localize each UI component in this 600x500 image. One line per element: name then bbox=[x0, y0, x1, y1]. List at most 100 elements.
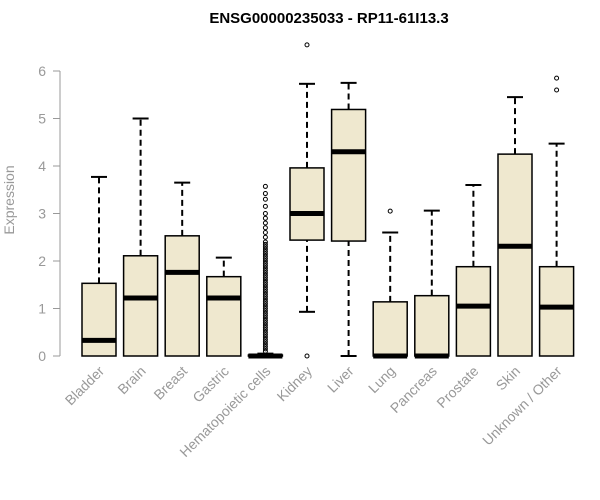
outlier-point bbox=[262, 230, 268, 235]
x-label-brain: Brain bbox=[114, 363, 148, 397]
box-gastric bbox=[206, 256, 242, 357]
outlier-point bbox=[262, 191, 268, 197]
outlier-point bbox=[262, 289, 268, 295]
outlier-point bbox=[262, 308, 268, 314]
y-tick-label-6: 6 bbox=[38, 63, 46, 79]
outlier-point bbox=[262, 320, 268, 326]
box-iqr bbox=[289, 167, 325, 241]
box-iqr bbox=[330, 108, 367, 242]
outlier-point bbox=[262, 253, 268, 259]
outlier-point bbox=[262, 282, 268, 288]
outlier-point bbox=[262, 329, 268, 335]
outlier-point bbox=[262, 303, 268, 309]
box-iqr bbox=[372, 301, 408, 357]
outlier-point bbox=[262, 239, 268, 245]
outlier-point bbox=[262, 334, 268, 340]
outlier-point bbox=[262, 341, 268, 347]
outlier-point bbox=[262, 344, 268, 349]
outlier-point bbox=[262, 348, 268, 354]
box-hematopoietic-cells bbox=[247, 183, 284, 359]
outlier-point bbox=[262, 291, 268, 297]
outlier-point bbox=[262, 265, 268, 271]
outlier-point bbox=[262, 287, 268, 292]
outlier-point bbox=[304, 353, 310, 359]
outlier-point bbox=[262, 263, 268, 269]
y-tick-label-0: 0 bbox=[38, 348, 46, 364]
outlier-point bbox=[262, 294, 268, 300]
outlier-point bbox=[262, 183, 268, 189]
outlier-point bbox=[262, 339, 268, 345]
box-skin bbox=[497, 96, 533, 357]
outlier-point bbox=[262, 249, 268, 254]
outlier-point bbox=[262, 268, 268, 273]
box-prostate bbox=[455, 184, 492, 357]
outlier-point bbox=[262, 246, 268, 252]
outlier-point bbox=[262, 203, 268, 209]
outlier-point bbox=[262, 327, 268, 333]
x-label-breast: Breast bbox=[150, 363, 190, 403]
outlier-point bbox=[262, 251, 268, 257]
box-lung bbox=[372, 208, 408, 359]
x-label-liver: Liver bbox=[324, 363, 357, 396]
y-tick-label-4: 4 bbox=[38, 158, 46, 174]
outlier-point bbox=[262, 325, 268, 330]
outlier-point bbox=[262, 332, 268, 338]
boxes-group bbox=[81, 42, 575, 359]
box-iqr bbox=[206, 275, 242, 357]
box-pancreas bbox=[414, 209, 450, 359]
y-tick-label-2: 2 bbox=[38, 253, 46, 269]
outlier-point bbox=[262, 310, 268, 316]
box-iqr bbox=[81, 282, 117, 357]
outlier-point bbox=[262, 234, 268, 240]
x-label-lung: Lung bbox=[365, 363, 398, 396]
outlier-point bbox=[262, 313, 268, 319]
box-iqr bbox=[414, 294, 450, 357]
outlier-point bbox=[262, 260, 268, 266]
outlier-point bbox=[262, 241, 268, 247]
outlier-point bbox=[262, 211, 268, 216]
outlier-point bbox=[387, 208, 393, 214]
outlier-point bbox=[262, 272, 268, 278]
box-iqr bbox=[164, 235, 200, 357]
outlier-point bbox=[262, 296, 268, 302]
outlier-point bbox=[262, 225, 268, 231]
outlier-point bbox=[262, 256, 268, 262]
chart-title: ENSG00000235033 - RP11-61I13.3 bbox=[209, 10, 448, 27]
x-label-skin: Skin bbox=[493, 363, 524, 394]
outlier-point bbox=[262, 270, 268, 276]
outlier-point bbox=[262, 298, 268, 304]
outlier-point bbox=[262, 220, 268, 226]
y-tick-label-3: 3 bbox=[38, 206, 46, 222]
outlier-point bbox=[262, 322, 268, 328]
outlier-point bbox=[262, 279, 268, 285]
outlier-point bbox=[304, 42, 310, 48]
x-label-bladder: Bladder bbox=[62, 363, 108, 409]
box-iqr bbox=[538, 265, 575, 357]
outlier-point bbox=[262, 244, 268, 250]
outlier-point bbox=[262, 275, 268, 281]
y-axis: 0 1 2 3 4 5 6 bbox=[38, 63, 61, 364]
outlier-point bbox=[262, 284, 268, 290]
x-label-unknown-other: Unknown / Other bbox=[479, 363, 565, 449]
outlier-point bbox=[554, 75, 560, 81]
outlier-point bbox=[262, 196, 268, 202]
outlier-point bbox=[262, 306, 268, 311]
outlier-point bbox=[262, 336, 268, 342]
box-iqr bbox=[455, 265, 492, 357]
box-unknown-other bbox=[538, 75, 575, 357]
outlier-point bbox=[262, 317, 268, 323]
outlier-point bbox=[262, 315, 268, 321]
outlier-point bbox=[262, 258, 268, 264]
outlier-point bbox=[262, 346, 268, 352]
box-liver bbox=[330, 81, 367, 357]
outlier-point bbox=[262, 277, 268, 283]
outlier-point bbox=[262, 301, 268, 307]
x-label-kidney: Kidney bbox=[274, 363, 316, 405]
box-kidney bbox=[289, 42, 325, 359]
box-iqr bbox=[122, 255, 159, 357]
outlier-point bbox=[554, 87, 560, 93]
box-breast bbox=[164, 181, 200, 357]
y-tick-label-5: 5 bbox=[38, 111, 46, 127]
